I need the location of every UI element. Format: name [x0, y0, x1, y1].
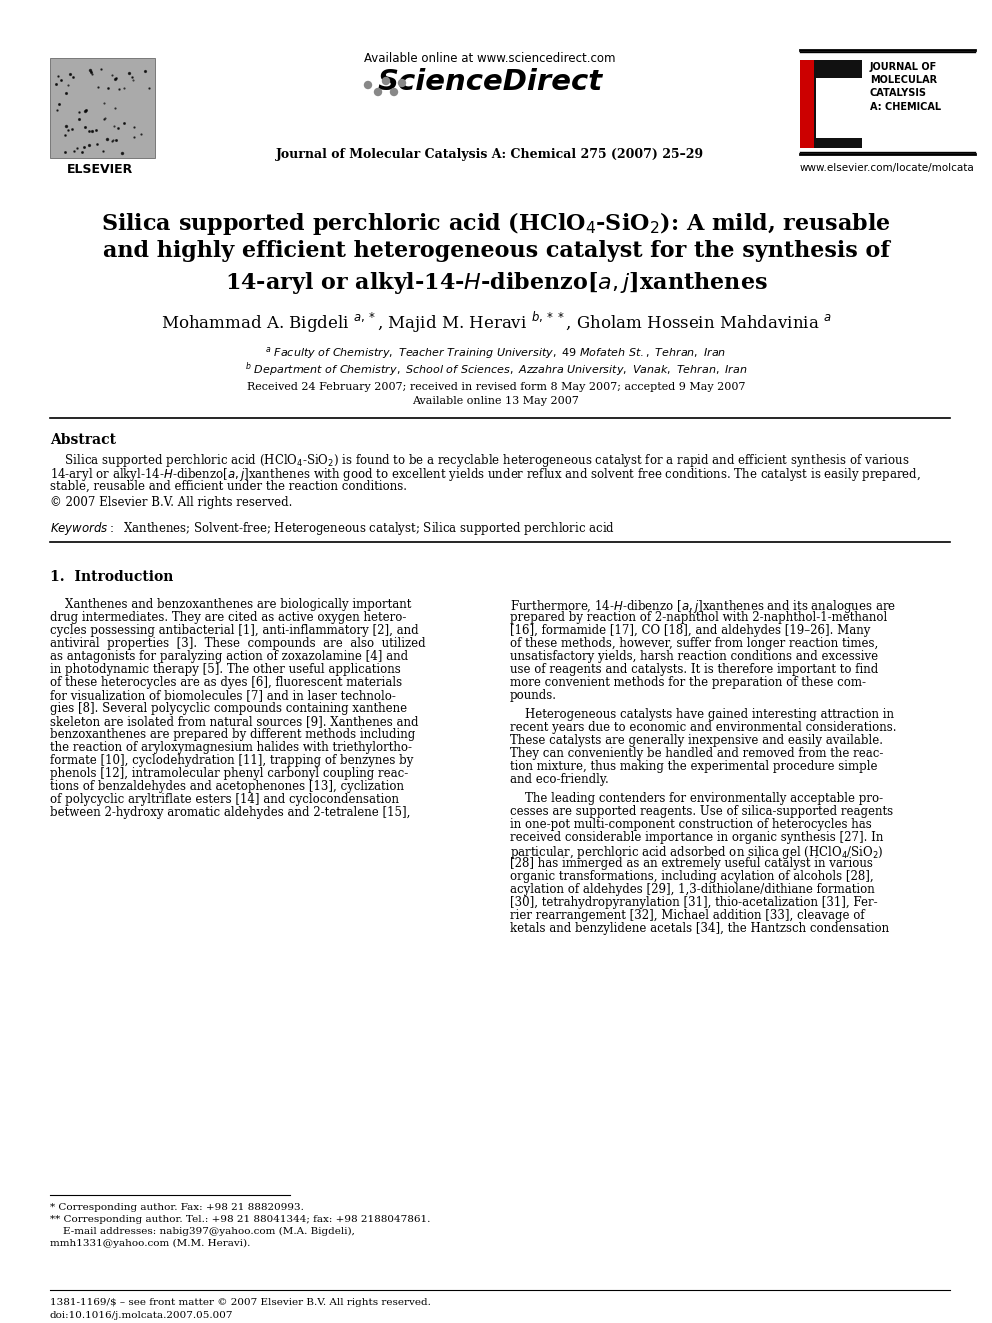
Text: tion mixture, thus making the experimental procedure simple: tion mixture, thus making the experiment…: [510, 759, 878, 773]
Text: use of reagents and catalysts. It is therefore important to find: use of reagents and catalysts. It is the…: [510, 663, 878, 676]
Text: Available online 13 May 2007: Available online 13 May 2007: [413, 396, 579, 406]
Text: Journal of Molecular Catalysis A: Chemical 275 (2007) 25–29: Journal of Molecular Catalysis A: Chemic…: [276, 148, 704, 161]
Text: organic transformations, including acylation of alcohols [28],: organic transformations, including acyla…: [510, 871, 874, 882]
Text: prepared by reaction of 2-naphthol with 2-naphthol-1-methanol: prepared by reaction of 2-naphthol with …: [510, 611, 887, 624]
Text: $^{a}$ $\it{Faculty\ of\ Chemistry,\ Teacher\ Training\ University,\ 49\ Mofateh: $^{a}$ $\it{Faculty\ of\ Chemistry,\ Tea…: [266, 345, 726, 361]
Text: * Corresponding author. Fax: +98 21 88820993.: * Corresponding author. Fax: +98 21 8882…: [50, 1203, 304, 1212]
Text: particular, perchloric acid adsorbed on silica gel (HClO$_4$/SiO$_2$): particular, perchloric acid adsorbed on …: [510, 844, 884, 861]
Text: between 2-hydroxy aromatic aldehydes and 2-tetralene [15],: between 2-hydroxy aromatic aldehydes and…: [50, 806, 411, 819]
Text: stable, reusable and efficient under the reaction conditions.: stable, reusable and efficient under the…: [50, 480, 407, 493]
Text: the reaction of aryloxymagnesium halides with triethylortho-: the reaction of aryloxymagnesium halides…: [50, 741, 412, 754]
Text: 14-aryl or alkyl-14-$\mathit{H}$-dibenzo[$\mathit{a,j}$]xanthenes: 14-aryl or alkyl-14-$\mathit{H}$-dibenzo…: [224, 270, 768, 296]
Text: for visualization of biomolecules [7] and in laser technolo-: for visualization of biomolecules [7] an…: [50, 689, 396, 703]
Text: www.elsevier.com/locate/molcata: www.elsevier.com/locate/molcata: [800, 163, 974, 173]
Text: more convenient methods for the preparation of these com-: more convenient methods for the preparat…: [510, 676, 866, 689]
Text: Received 24 February 2007; received in revised form 8 May 2007; accepted 9 May 2: Received 24 February 2007; received in r…: [247, 382, 745, 392]
Text: ketals and benzylidene acetals [34], the Hantzsch condensation: ketals and benzylidene acetals [34], the…: [510, 922, 889, 935]
Text: These catalysts are generally inexpensive and easily available.: These catalysts are generally inexpensiv…: [510, 734, 883, 747]
Bar: [800, 60, 862, 148]
Text: [30], tetrahydropyranylation [31], thio-acetalization [31], Fer-: [30], tetrahydropyranylation [31], thio-…: [510, 896, 878, 909]
Text: tions of benzaldehydes and acetophenones [13], cyclization: tions of benzaldehydes and acetophenones…: [50, 781, 404, 792]
Text: $\mathit{Keywords:}$  Xanthenes; Solvent-free; Heterogeneous catalyst; Silica su: $\mathit{Keywords:}$ Xanthenes; Solvent-…: [50, 520, 615, 537]
Text: Abstract: Abstract: [50, 433, 116, 447]
Text: recent years due to economic and environmental considerations.: recent years due to economic and environ…: [510, 721, 897, 734]
Circle shape: [364, 82, 371, 89]
Text: 14-aryl or alkyl-14-$\mathit{H}$-dibenzo[$\mathit{a,j}$]xanthenes with good to e: 14-aryl or alkyl-14-$\mathit{H}$-dibenzo…: [50, 466, 921, 483]
Text: mmh1331@yahoo.com (M.M. Heravi).: mmh1331@yahoo.com (M.M. Heravi).: [50, 1240, 250, 1248]
Text: received considerable importance in organic synthesis [27]. In: received considerable importance in orga…: [510, 831, 883, 844]
Text: Silica supported perchloric acid (HClO$_4$-SiO$_2$) is found to be a recyclable : Silica supported perchloric acid (HClO$_…: [50, 452, 910, 468]
Text: They can conveniently be handled and removed from the reac-: They can conveniently be handled and rem…: [510, 747, 883, 759]
Text: cesses are supported reagents. Use of silica-supported reagents: cesses are supported reagents. Use of si…: [510, 804, 893, 818]
Text: ScienceDirect: ScienceDirect: [377, 67, 602, 97]
Text: as antagonists for paralyzing action of zoxazolamine [4] and: as antagonists for paralyzing action of …: [50, 650, 408, 663]
Text: and eco-friendly.: and eco-friendly.: [510, 773, 609, 786]
Text: in one-pot multi-component construction of heterocycles has: in one-pot multi-component construction …: [510, 818, 872, 831]
Text: of polycyclic aryltriflate esters [14] and cyclocondensation: of polycyclic aryltriflate esters [14] a…: [50, 792, 399, 806]
Text: E-mail addresses: nabig397@yahoo.com (M.A. Bigdeli),: E-mail addresses: nabig397@yahoo.com (M.…: [50, 1226, 355, 1236]
Bar: [816, 78, 868, 138]
Text: The leading contenders for environmentally acceptable pro-: The leading contenders for environmental…: [510, 792, 883, 804]
Text: [16], formamide [17], CO [18], and aldehydes [19–26]. Many: [16], formamide [17], CO [18], and aldeh…: [510, 624, 870, 636]
Text: Mohammad A. Bigdeli $^{a,*}$, Majid M. Heravi $^{b,**}$, Gholam Hossein Mahdavin: Mohammad A. Bigdeli $^{a,*}$, Majid M. H…: [161, 310, 831, 335]
Text: drug intermediates. They are cited as active oxygen hetero-: drug intermediates. They are cited as ac…: [50, 611, 407, 624]
Text: phenols [12], intramolecular phenyl carbonyl coupling reac-: phenols [12], intramolecular phenyl carb…: [50, 767, 409, 781]
Text: in photodynamic therapy [5]. The other useful applications: in photodynamic therapy [5]. The other u…: [50, 663, 401, 676]
Text: antiviral  properties  [3].  These  compounds  are  also  utilized: antiviral properties [3]. These compound…: [50, 636, 426, 650]
Text: © 2007 Elsevier B.V. All rights reserved.: © 2007 Elsevier B.V. All rights reserved…: [50, 496, 293, 509]
Text: ELSEVIER: ELSEVIER: [66, 163, 133, 176]
Text: [28] has immerged as an extremely useful catalyst in various: [28] has immerged as an extremely useful…: [510, 857, 873, 871]
Text: 1.  Introduction: 1. Introduction: [50, 570, 174, 583]
Text: formate [10], cyclodehydration [11], trapping of benzynes by: formate [10], cyclodehydration [11], tra…: [50, 754, 414, 767]
Text: Available online at www.sciencedirect.com: Available online at www.sciencedirect.co…: [364, 52, 616, 65]
Text: benzoxanthenes are prepared by different methods including: benzoxanthenes are prepared by different…: [50, 728, 416, 741]
Circle shape: [391, 89, 398, 95]
Text: 1381-1169/$ – see front matter © 2007 Elsevier B.V. All rights reserved.: 1381-1169/$ – see front matter © 2007 El…: [50, 1298, 431, 1307]
Text: Furthermore, 14-$\mathit{H}$-dibenzo [$\mathit{a,j}$]xanthenes and its analogues: Furthermore, 14-$\mathit{H}$-dibenzo [$\…: [510, 598, 896, 615]
Text: unsatisfactory yields, harsh reaction conditions and excessive: unsatisfactory yields, harsh reaction co…: [510, 650, 878, 663]
Text: $^{b}$ $\it{Department\ of\ Chemistry,\ School\ of\ Sciences,\ Azzahra\ Universi: $^{b}$ $\it{Department\ of\ Chemistry,\ …: [245, 360, 747, 378]
Text: gies [8]. Several polycyclic compounds containing xanthene: gies [8]. Several polycyclic compounds c…: [50, 703, 407, 714]
Text: doi:10.1016/j.molcata.2007.05.007: doi:10.1016/j.molcata.2007.05.007: [50, 1311, 233, 1320]
Text: skeleton are isolated from natural sources [9]. Xanthenes and: skeleton are isolated from natural sourc…: [50, 714, 419, 728]
Circle shape: [375, 89, 382, 95]
Text: Silica supported perchloric acid (HClO$_4$-SiO$_2$): A mild, reusable: Silica supported perchloric acid (HClO$_…: [101, 210, 891, 237]
Text: JOURNAL OF
MOLECULAR
CATALYSIS
A: CHEMICAL: JOURNAL OF MOLECULAR CATALYSIS A: CHEMIC…: [870, 62, 941, 111]
Text: rier rearrangement [32], Michael addition [33], cleavage of: rier rearrangement [32], Michael additio…: [510, 909, 865, 922]
Text: cycles possessing antibacterial [1], anti-inflammatory [2], and: cycles possessing antibacterial [1], ant…: [50, 624, 419, 636]
Text: Heterogeneous catalysts have gained interesting attraction in: Heterogeneous catalysts have gained inte…: [510, 708, 894, 721]
Text: pounds.: pounds.: [510, 689, 557, 703]
Text: ** Corresponding author. Tel.: +98 21 88041344; fax: +98 2188047861.: ** Corresponding author. Tel.: +98 21 88…: [50, 1215, 431, 1224]
Text: Xanthenes and benzoxanthenes are biologically important: Xanthenes and benzoxanthenes are biologi…: [50, 598, 412, 611]
Text: of these heterocycles are as dyes [6], fluorescent materials: of these heterocycles are as dyes [6], f…: [50, 676, 402, 689]
Text: of these methods, however, suffer from longer reaction times,: of these methods, however, suffer from l…: [510, 636, 878, 650]
Bar: [800, 60, 814, 148]
Text: and highly efficient heterogeneous catalyst for the synthesis of: and highly efficient heterogeneous catal…: [102, 239, 890, 262]
Text: acylation of aldehydes [29], 1,3-dithiolane/dithiane formation: acylation of aldehydes [29], 1,3-dithiol…: [510, 882, 875, 896]
Circle shape: [399, 79, 406, 86]
Bar: [50, 58, 155, 157]
Circle shape: [383, 78, 390, 85]
